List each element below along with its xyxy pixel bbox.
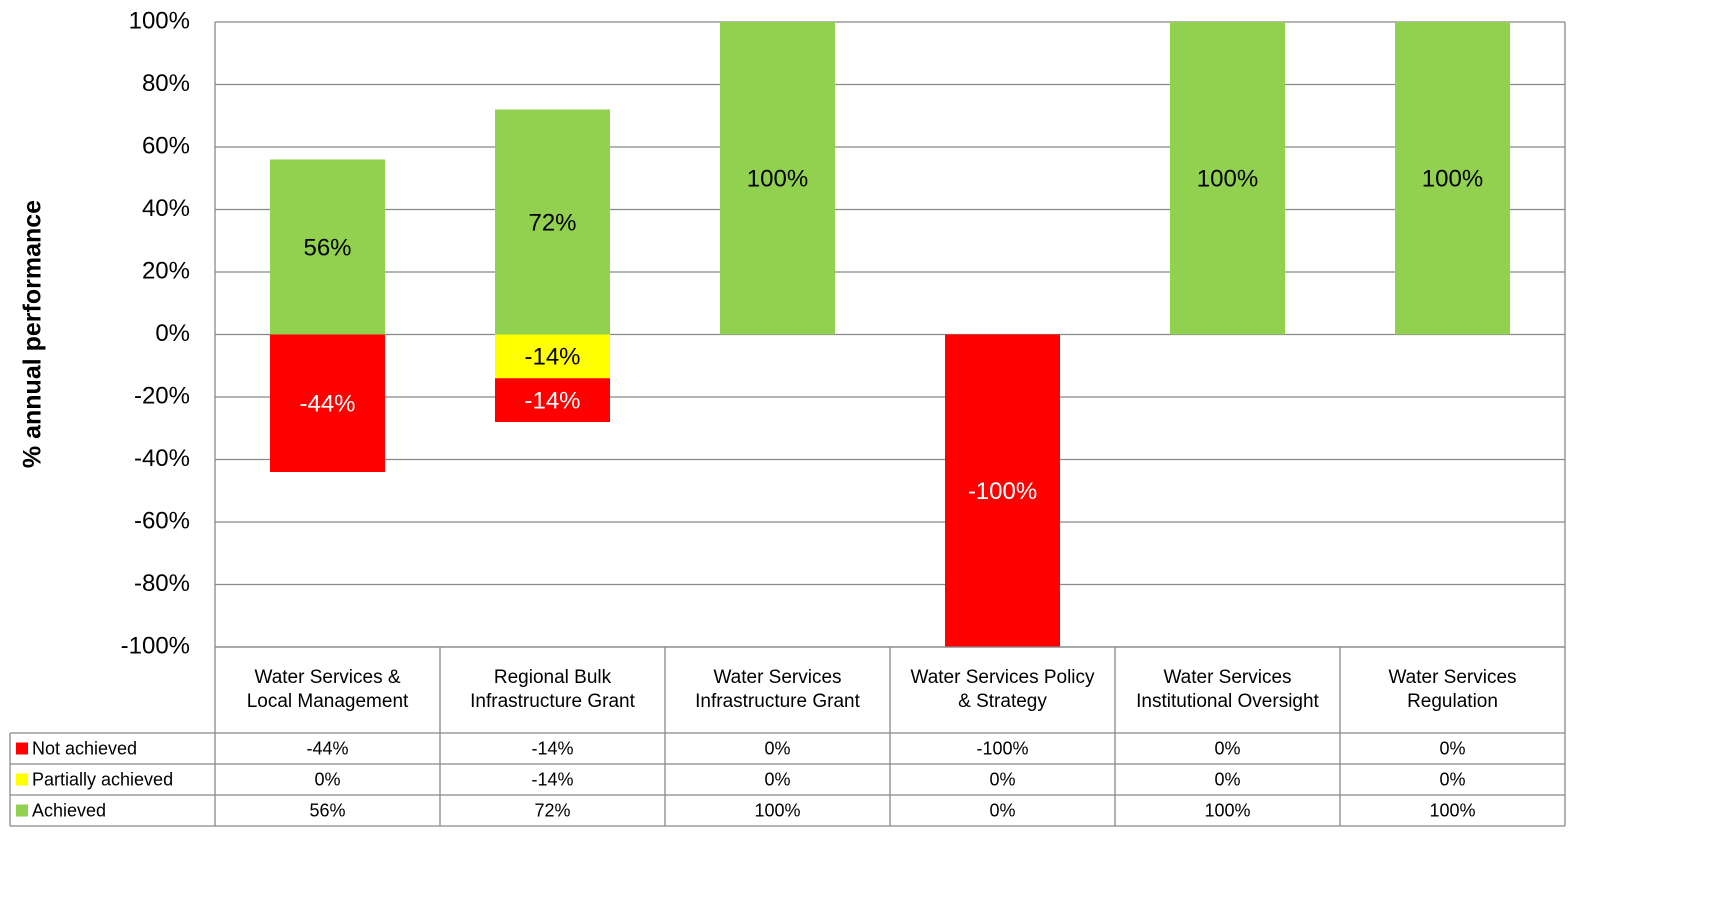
x-tick-text: Water Services Institutional Oversight xyxy=(1136,667,1319,712)
y-tick-label: 0% xyxy=(155,320,190,347)
table-cell: -44% xyxy=(306,738,348,758)
y-tick-label: -80% xyxy=(134,570,190,597)
data-label: 100% xyxy=(747,166,808,193)
y-tick-label: 60% xyxy=(142,132,190,159)
legend-label: Not achieved xyxy=(32,738,137,758)
table-cell: 0% xyxy=(1439,769,1465,789)
x-tick-text: Water Services Regulation xyxy=(1388,667,1517,712)
category-cell: Water Services Infrastructure Grant xyxy=(665,647,890,733)
x-tick-label: Water Services & Local Management xyxy=(215,647,440,733)
x-tick-label: Regional Bulk Infrastructure Grant xyxy=(440,647,665,733)
table-cell: 0% xyxy=(1214,769,1240,789)
bar xyxy=(945,334,1060,647)
y-tick-label: -60% xyxy=(134,507,190,534)
x-tick-text: Water Services & Local Management xyxy=(246,667,409,712)
table-cell: 72% xyxy=(534,800,570,820)
bar xyxy=(270,334,385,472)
y-tick-label: -20% xyxy=(134,382,190,409)
bar xyxy=(495,109,610,335)
table-cell: -14% xyxy=(531,738,573,758)
x-tick-label: Water Services Institutional Oversight xyxy=(1115,647,1340,733)
x-tick-text: Regional Bulk Infrastructure Grant xyxy=(470,667,635,712)
category-cell: Water Services Institutional Oversight xyxy=(1115,647,1340,733)
table-cell: 100% xyxy=(1204,800,1250,820)
table-cell: -100% xyxy=(976,738,1028,758)
legend-label: Achieved xyxy=(32,800,106,820)
category-cell: Regional Bulk Infrastructure Grant xyxy=(440,647,665,733)
bar xyxy=(270,159,385,335)
y-tick-label: -40% xyxy=(134,445,190,472)
y-tick-label: 40% xyxy=(142,195,190,222)
table-cell: 0% xyxy=(764,769,790,789)
y-tick-label: 100% xyxy=(129,7,190,34)
x-tick-label: Water Services Regulation xyxy=(1340,647,1565,733)
bar xyxy=(495,334,610,379)
data-label: 56% xyxy=(303,234,351,261)
data-label: 100% xyxy=(1197,166,1258,193)
bar xyxy=(1170,22,1285,335)
table-cell: 100% xyxy=(1429,800,1475,820)
data-label: 100% xyxy=(1422,166,1483,193)
legend-swatch xyxy=(16,804,28,817)
y-tick-label: -100% xyxy=(121,632,190,659)
x-tick-text: Water Services Infrastructure Grant xyxy=(695,667,860,712)
legend-label: Partially achieved xyxy=(32,769,173,789)
table-cell: 0% xyxy=(1214,738,1240,758)
data-label: -14% xyxy=(524,387,580,414)
data-label: -100% xyxy=(968,478,1037,505)
table-cell: -14% xyxy=(531,769,573,789)
table-cell: 56% xyxy=(309,800,345,820)
y-axis-title: % annual performance xyxy=(19,200,47,468)
table-cell: 0% xyxy=(1439,738,1465,758)
data-label: -14% xyxy=(524,344,580,371)
table-cell: 0% xyxy=(764,738,790,758)
table-cell: 0% xyxy=(989,769,1015,789)
category-cell: Water Services Policy & Strategy xyxy=(890,647,1115,733)
bar xyxy=(495,378,610,422)
table-cell: 0% xyxy=(314,769,340,789)
bar xyxy=(1395,22,1510,335)
table-cell: 0% xyxy=(989,800,1015,820)
legend-swatch xyxy=(16,742,28,755)
x-tick-text: Water Services Policy & Strategy xyxy=(910,667,1095,712)
x-tick-label: Water Services Infrastructure Grant xyxy=(665,647,890,733)
y-tick-label: 20% xyxy=(142,257,190,284)
legend-swatch xyxy=(16,773,28,786)
category-cell: Water Services & Local Management xyxy=(215,647,440,733)
bar xyxy=(720,22,835,335)
y-tick-label: 80% xyxy=(142,70,190,97)
category-cell: Water Services Regulation xyxy=(1340,647,1565,733)
table-cell: 100% xyxy=(754,800,800,820)
data-label: 72% xyxy=(528,209,576,236)
x-tick-label: Water Services Policy & Strategy xyxy=(890,647,1115,733)
data-label: -44% xyxy=(299,391,355,418)
